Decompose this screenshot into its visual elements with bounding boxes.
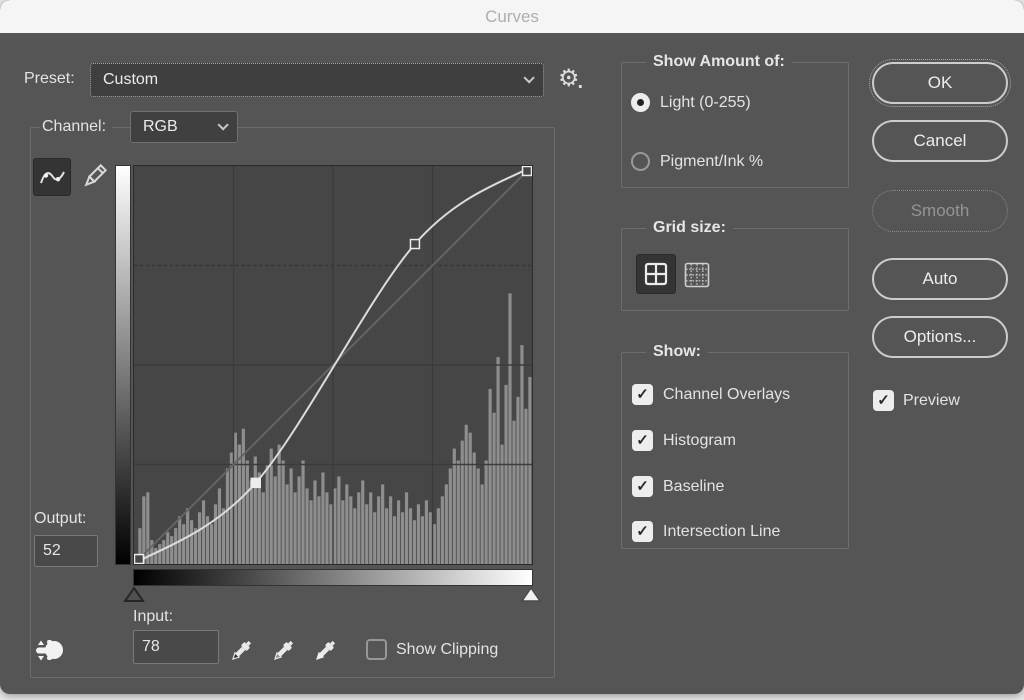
channel-overlays-checkbox[interactable]: ✓: [632, 384, 653, 405]
baseline-checkbox[interactable]: ✓: [632, 476, 653, 497]
output-gradient-ramp: [115, 165, 131, 565]
baseline-label: Baseline: [663, 478, 725, 495]
white-point-eyedropper-button[interactable]: [312, 636, 340, 664]
histogram-checkbox[interactable]: ✓: [632, 430, 653, 451]
draw-curve-tool-button[interactable]: [78, 161, 110, 193]
curve-panel-border: [30, 127, 555, 678]
light-radio-label: Light (0-255): [660, 94, 751, 111]
coarse-grid-icon: [644, 262, 668, 286]
black-point-slider[interactable]: [122, 586, 146, 604]
smooth-button[interactable]: Smooth: [872, 190, 1008, 232]
show-group: [621, 352, 849, 549]
grid-size-title: Grid size:: [646, 219, 733, 237]
menu-dot-icon: .: [577, 71, 584, 93]
show-clipping-checkbox[interactable]: [366, 639, 387, 660]
chevron-down-icon: [523, 72, 535, 84]
intersection-line-checkbox[interactable]: ✓: [632, 521, 653, 542]
channel-dropdown[interactable]: RGB: [130, 111, 238, 143]
channel-overlays-label: Channel Overlays: [663, 386, 791, 403]
fine-grid-button[interactable]: [683, 261, 711, 289]
histogram-label: Histogram: [663, 432, 736, 449]
cancel-button[interactable]: Cancel: [872, 120, 1008, 162]
eyedropper-gray-icon: [274, 640, 294, 660]
auto-button[interactable]: Auto: [872, 258, 1008, 300]
channel-label: Channel:: [40, 118, 113, 136]
show-clipping-label: Show Clipping: [396, 641, 499, 658]
preview-checkbox[interactable]: ✓: [873, 390, 894, 411]
light-radio[interactable]: [631, 93, 650, 112]
curve-grid[interactable]: [133, 165, 533, 565]
input-label: Input:: [133, 608, 174, 625]
input-gradient-ramp: [133, 569, 533, 586]
dialog-title: Curves: [485, 7, 539, 26]
pigment-ink-radio-label: Pigment/Ink %: [660, 153, 764, 170]
targeted-adjustment-hand-icon: [36, 640, 63, 661]
eyedropper-white-icon: [316, 640, 336, 660]
preset-value: Custom: [103, 71, 159, 88]
preset-label: Preset:: [24, 70, 75, 87]
gray-point-eyedropper-button[interactable]: [270, 636, 298, 664]
grid-size-group: [621, 228, 849, 311]
coarse-grid-button[interactable]: [636, 254, 676, 294]
eyedropper-black-icon: [232, 640, 252, 660]
output-label: Output:: [34, 510, 87, 527]
intersection-line-label: Intersection Line: [663, 523, 781, 540]
title-bar[interactable]: Curves: [0, 0, 1024, 33]
curve-point-tool-button[interactable]: [33, 158, 71, 196]
input-field[interactable]: [133, 630, 219, 664]
preview-label: Preview: [903, 392, 960, 409]
fine-grid-icon: [684, 262, 710, 288]
pigment-ink-radio[interactable]: [631, 152, 650, 171]
preset-menu-button[interactable]: ⚙.: [558, 65, 584, 93]
show-title: Show:: [646, 343, 708, 361]
black-point-eyedropper-button[interactable]: [228, 636, 256, 664]
white-point-slider[interactable]: [519, 586, 543, 604]
chevron-down-icon: [217, 119, 229, 131]
ok-button[interactable]: OK: [869, 59, 1011, 107]
options-button[interactable]: Options...: [872, 316, 1008, 358]
preset-dropdown[interactable]: Custom: [90, 63, 544, 97]
output-field[interactable]: [34, 535, 98, 567]
show-amount-title: Show Amount of:: [646, 53, 792, 71]
on-image-adjustment-button[interactable]: [30, 634, 68, 666]
pencil-icon: [84, 163, 108, 187]
curve-tool-icon: [40, 171, 65, 184]
channel-value: RGB: [143, 118, 178, 135]
